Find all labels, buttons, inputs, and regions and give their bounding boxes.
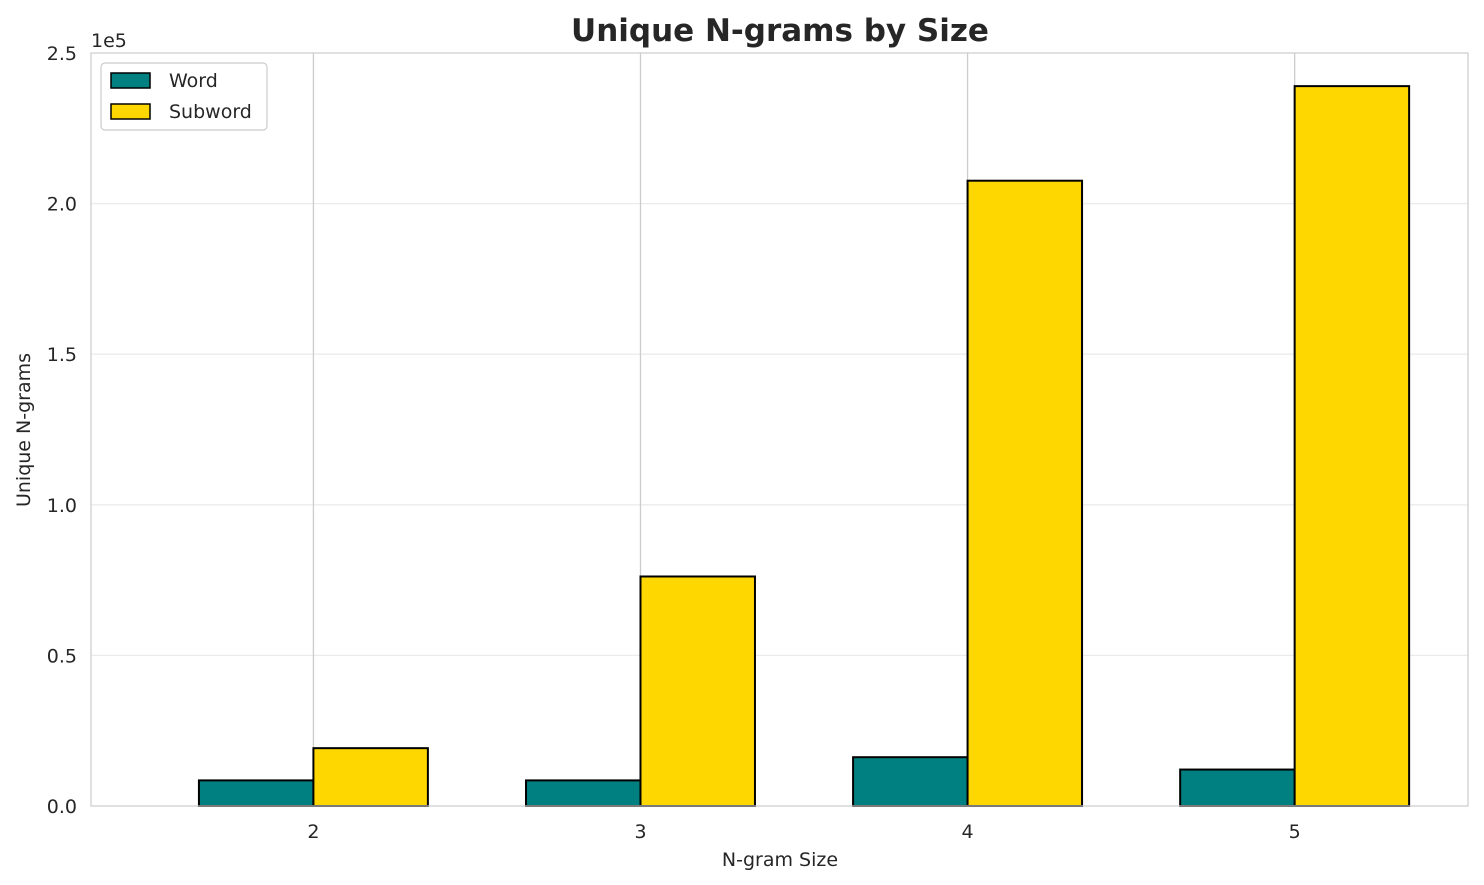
legend-swatch-word bbox=[110, 72, 151, 89]
bar-subword-2 bbox=[312, 747, 429, 808]
x-axis-label: N-gram Size bbox=[722, 849, 838, 871]
plot-frame bbox=[90, 52, 1469, 807]
bar-word-4 bbox=[852, 756, 969, 808]
x-tick-label: 3 bbox=[634, 821, 646, 843]
x-tick-label: 2 bbox=[307, 821, 319, 843]
y-tick-label: 1.5 bbox=[47, 344, 77, 366]
y-tick-label: 2.5 bbox=[47, 43, 77, 65]
x-tick-label: 4 bbox=[962, 821, 974, 843]
x-tick-label: 5 bbox=[1289, 821, 1301, 843]
legend-label-word: Word bbox=[169, 70, 218, 92]
legend-swatch-subword bbox=[110, 103, 151, 120]
legend-label-subword: Subword bbox=[169, 101, 252, 123]
tick-labels: 0.0 0.5 1.0 1.5 2.0 2.5 2 3 4 5 bbox=[47, 43, 1301, 843]
legend: Word Subword bbox=[100, 62, 268, 131]
bar-word-3 bbox=[525, 779, 642, 808]
bar-word-2 bbox=[197, 779, 315, 808]
y-axis-label: Unique N-grams bbox=[13, 353, 35, 507]
y-offset-label: 1e5 bbox=[91, 30, 127, 52]
y-tick-label: 2.0 bbox=[47, 194, 77, 216]
bar-subword-5 bbox=[1293, 85, 1411, 807]
bar-subword-3 bbox=[639, 575, 756, 807]
bars bbox=[197, 85, 1411, 808]
chart-title: Unique N-grams by Size bbox=[571, 13, 989, 49]
y-tick-label: 1.0 bbox=[47, 495, 77, 517]
y-tick-label: 0.0 bbox=[47, 796, 77, 818]
y-tick-label: 0.5 bbox=[47, 645, 77, 667]
bar-word-5 bbox=[1179, 768, 1296, 808]
bar-subword-4 bbox=[966, 179, 1084, 807]
